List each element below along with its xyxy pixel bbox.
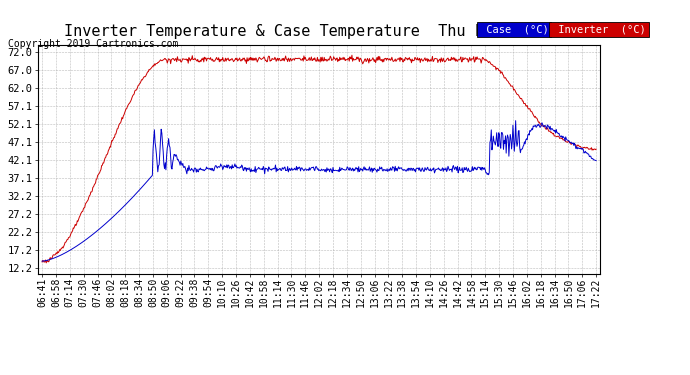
- Text: Inverter  (°C): Inverter (°C): [552, 24, 646, 34]
- Text: Case  (°C): Case (°C): [480, 24, 549, 34]
- Text: Copyright 2019 Cartronics.com: Copyright 2019 Cartronics.com: [8, 39, 179, 50]
- Text: Inverter Temperature & Case Temperature  Thu Feb 21 17:35: Inverter Temperature & Case Temperature …: [64, 24, 584, 39]
